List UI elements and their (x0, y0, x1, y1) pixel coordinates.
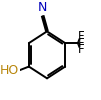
Text: F: F (78, 37, 85, 50)
Text: F: F (78, 43, 85, 56)
Text: F: F (78, 30, 85, 43)
Text: HO: HO (0, 64, 19, 77)
Text: N: N (38, 1, 47, 14)
